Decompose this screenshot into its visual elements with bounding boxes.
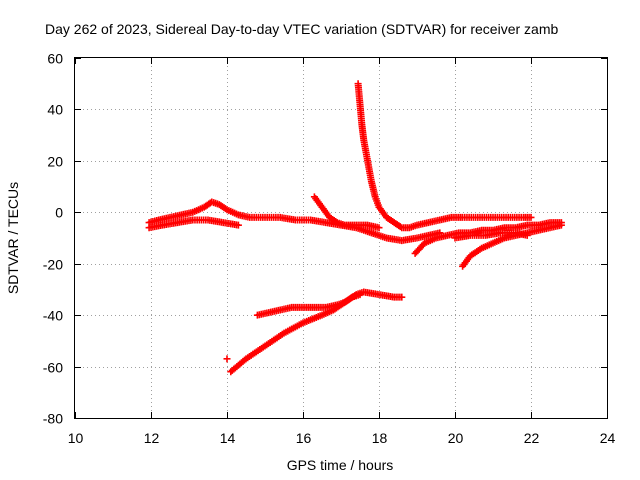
data-point — [234, 221, 242, 229]
data-point — [527, 213, 535, 221]
data-point — [557, 221, 565, 229]
series-arc-lower-flat — [253, 291, 364, 319]
x-tick-label: 14 — [220, 430, 236, 446]
y-tick-label: 20 — [47, 154, 63, 170]
y-tick-label: 60 — [47, 51, 63, 67]
x-axis-label: GPS time / hours — [287, 457, 394, 473]
y-tick-label: 40 — [47, 102, 63, 118]
data-series — [145, 80, 565, 376]
x-tick-label: 12 — [144, 430, 160, 446]
x-tick-label: 24 — [600, 430, 616, 446]
series-arc-flat-20 — [451, 229, 531, 242]
x-tick-label: 18 — [372, 430, 388, 446]
data-point — [398, 293, 406, 301]
data-point — [396, 223, 404, 231]
series-arc-upper-low — [145, 216, 242, 232]
y-tick-label: -80 — [43, 411, 63, 427]
data-point — [356, 291, 364, 299]
plot-frame — [74, 57, 608, 419]
data-point — [223, 355, 231, 363]
x-tick-label: 10 — [68, 430, 84, 446]
y-tick-label: 0 — [55, 205, 63, 221]
x-tick-label: 22 — [524, 430, 540, 446]
series-arc-upper-main — [145, 198, 444, 245]
data-point — [523, 231, 531, 239]
y-tick-label: -40 — [43, 308, 63, 324]
axis-ticks: 10 12 14 16 18 20 22 24 -80 -60 -40 -20 0 20 40 60 — [43, 51, 616, 447]
y-axis-label: SDTVAR / TECUs — [5, 182, 21, 294]
series-isolated-point — [223, 355, 231, 363]
y-tick-label: -20 — [43, 257, 63, 273]
x-tick-label: 16 — [296, 430, 312, 446]
series-arc-lower-rise — [227, 288, 406, 376]
data-point — [375, 224, 383, 232]
series-arc-steep-descent — [354, 80, 535, 232]
x-tick-label: 20 — [448, 430, 464, 446]
series-arc-rise-20 — [459, 221, 565, 270]
chart-title: Day 262 of 2023, Sidereal Day-to-day VTE… — [45, 21, 558, 37]
y-tick-label: -60 — [43, 360, 63, 376]
series-arc-dip-short — [310, 193, 383, 232]
